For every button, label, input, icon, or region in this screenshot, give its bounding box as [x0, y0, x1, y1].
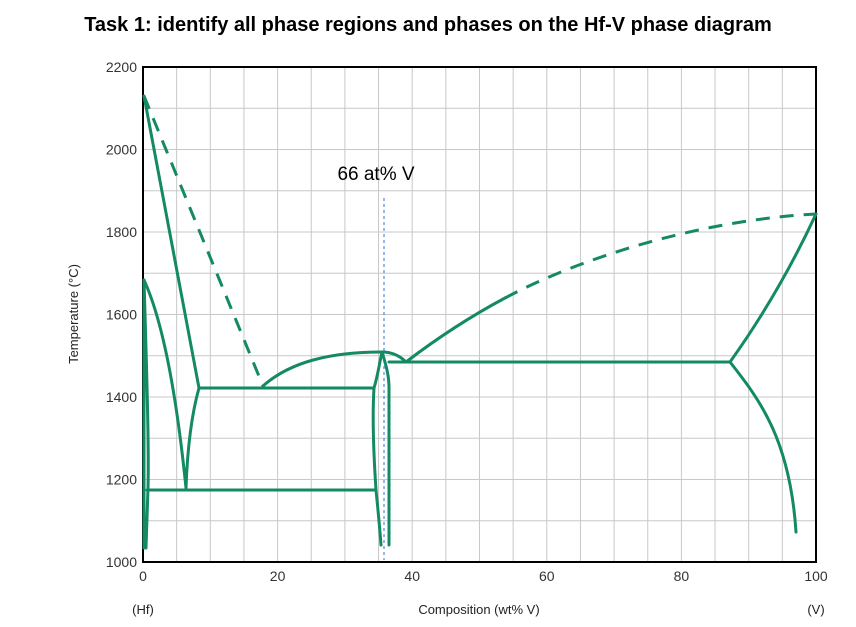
grid	[143, 67, 816, 562]
page-title: Task 1: identify all phase regions and p…	[84, 14, 772, 36]
y-tick-label: 1800	[106, 224, 137, 240]
y-tick-label: 2200	[106, 59, 137, 75]
x-tick-label: 60	[539, 568, 555, 584]
y-tick-label: 1200	[106, 472, 137, 488]
x-tick-label: 100	[804, 568, 828, 584]
solvus-v	[728, 360, 798, 534]
x-axis-title: Composition (wt% V)	[418, 602, 539, 617]
liquidus-v-side-dashed	[504, 212, 817, 300]
composition-annotation: 66 at% V	[337, 164, 414, 185]
x-tick-label: 0	[139, 568, 147, 584]
y-tick-label: 1000	[106, 554, 137, 570]
phase-boundaries	[142, 94, 818, 550]
x-tick-label: 40	[404, 568, 420, 584]
x-end-label-right: (V)	[807, 602, 824, 617]
compound-solidus-left	[372, 350, 384, 390]
compound-solvus-left	[371, 386, 383, 547]
y-tick-label: 2000	[106, 142, 137, 158]
liquidus-v-side-solid	[404, 296, 507, 364]
x-end-label-left: (Hf)	[132, 602, 154, 617]
beta-hf-solvus-right	[184, 386, 201, 490]
beta-hf-solvus-left	[142, 278, 188, 490]
solidus-hf-solid	[142, 94, 201, 390]
x-tick-label: 80	[674, 568, 690, 584]
liquidus-hf-dashed	[142, 95, 265, 387]
y-tick-label: 1400	[106, 389, 137, 405]
tick-labels: 0 20 40 60 80 100 1000 1200 1400 1600 1800 2000 2200	[106, 59, 828, 584]
y-axis-title: Temperature (°C)	[66, 264, 81, 364]
y-tick-label: 1600	[106, 307, 137, 323]
solidus-v	[728, 212, 818, 364]
liquidus-compound-left	[261, 350, 384, 388]
x-tick-label: 20	[270, 568, 286, 584]
compound-right-boundary	[380, 350, 391, 547]
